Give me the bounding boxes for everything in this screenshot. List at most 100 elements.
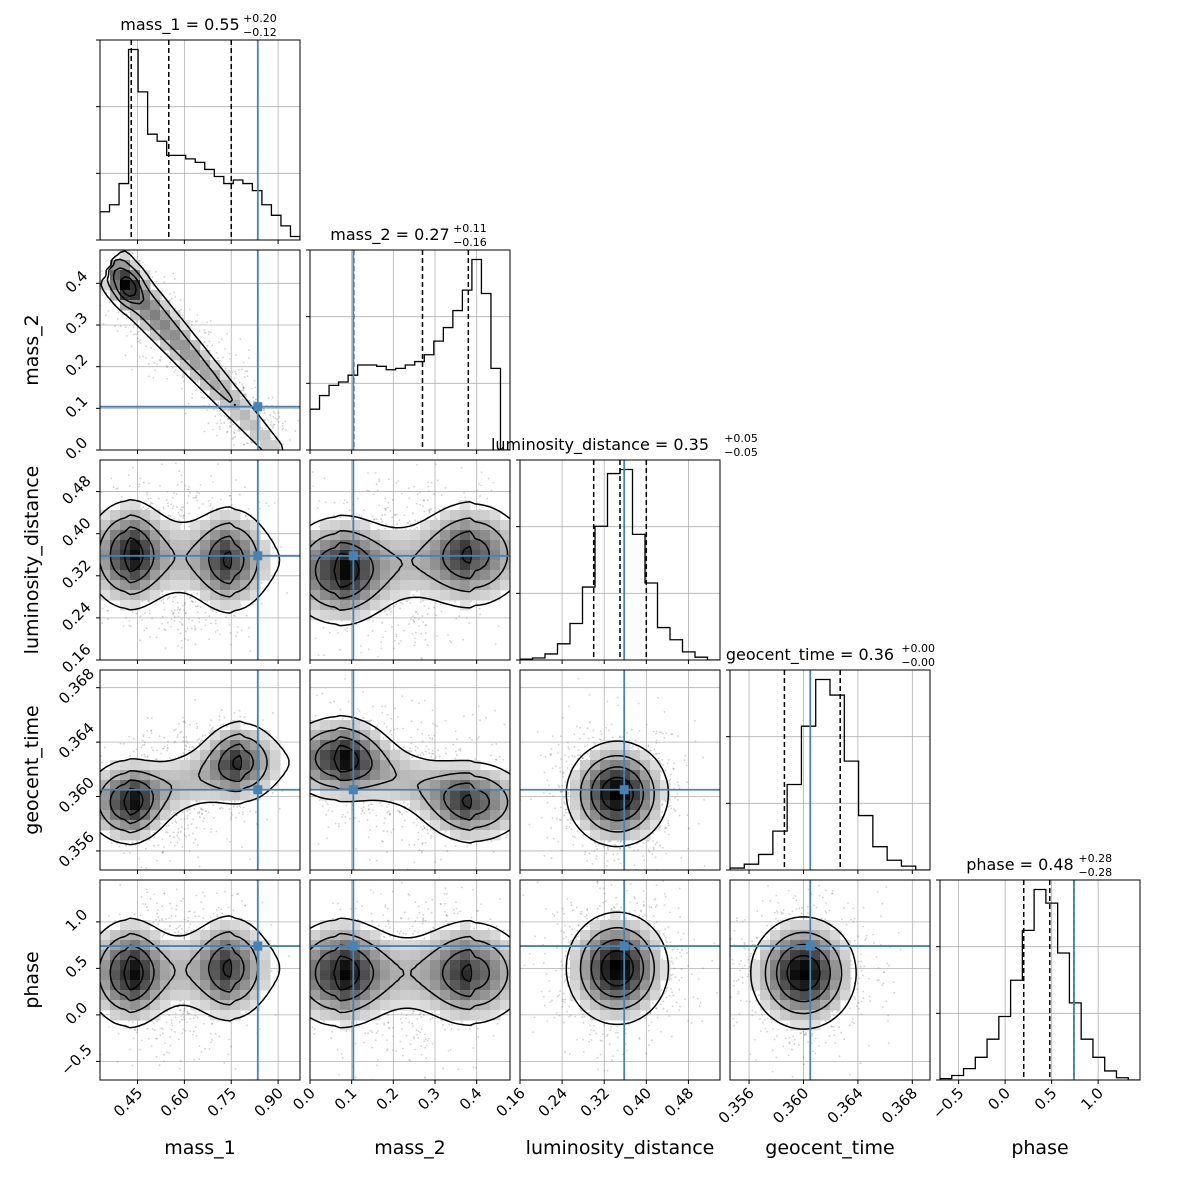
sample-point — [182, 375, 185, 377]
sample-point — [448, 640, 451, 642]
density-cell — [310, 530, 321, 541]
sample-point — [398, 810, 401, 813]
density-cell — [470, 590, 481, 601]
sample-point — [403, 894, 405, 896]
sample-point — [247, 508, 250, 510]
sample-point — [412, 594, 415, 596]
density-cell — [190, 370, 201, 381]
y-tick-label: 0.356 — [55, 828, 98, 871]
sample-point — [144, 612, 147, 615]
sample-point — [374, 471, 377, 474]
panel-frame — [309, 459, 511, 661]
density-cell — [210, 770, 221, 781]
sample-point — [188, 491, 191, 494]
sample-point — [172, 612, 175, 614]
sample-point — [143, 743, 146, 746]
density-cell — [350, 580, 361, 591]
sample-point — [394, 528, 397, 531]
sample-point — [232, 436, 235, 439]
sample-point — [123, 852, 125, 855]
sample-point — [110, 477, 113, 480]
sample-point — [477, 705, 480, 708]
sample-point — [235, 816, 237, 819]
sample-point — [182, 736, 185, 739]
density-cell — [210, 780, 221, 791]
sample-point — [198, 507, 200, 509]
sample-point — [201, 503, 204, 505]
sample-point — [233, 711, 236, 714]
sample-point — [219, 418, 222, 421]
sample-point — [203, 817, 206, 820]
sample-point — [145, 627, 148, 630]
density-cell — [460, 560, 471, 571]
panel-mass_1-vs-mass_1: mass_1 = 0.55 +0.20−0.12 — [96, 12, 301, 244]
sample-point — [128, 620, 131, 622]
sample-point — [415, 611, 418, 614]
density-cell — [450, 560, 461, 571]
sample-point — [194, 605, 197, 608]
density-cell — [180, 350, 191, 361]
sample-point — [137, 875, 139, 877]
sample-point — [200, 813, 203, 815]
sample-point — [146, 507, 149, 510]
density-cell — [220, 770, 231, 781]
title-mass_2: mass_2 = 0.27 — [330, 225, 449, 245]
sample-point — [208, 340, 211, 343]
sample-point — [468, 736, 471, 739]
sample-point — [272, 712, 274, 714]
sample-point — [261, 427, 264, 430]
sample-point — [90, 534, 92, 536]
sample-point — [409, 602, 412, 604]
sample-point — [196, 611, 199, 614]
sample-point — [417, 838, 420, 841]
sample-point — [162, 506, 165, 508]
density-cell — [150, 760, 161, 771]
sample-point — [345, 804, 348, 807]
sample-point — [172, 600, 174, 603]
density-cell — [120, 510, 131, 521]
sample-point — [356, 497, 359, 500]
density-cell — [250, 560, 261, 571]
density-cell — [230, 780, 241, 791]
density-cell — [220, 570, 231, 581]
panel-geocent_time-vs-mass_2 — [309, 669, 511, 896]
sample-point — [234, 635, 237, 637]
sample-point — [333, 700, 336, 703]
sample-point — [208, 615, 211, 618]
density-cell — [450, 590, 461, 601]
contour-level-2 — [109, 743, 254, 825]
density-cell — [330, 610, 341, 621]
sample-point — [260, 602, 263, 605]
sample-point — [454, 845, 457, 848]
sample-point — [163, 628, 166, 631]
density-cell — [220, 760, 231, 771]
sample-point — [244, 370, 247, 373]
density-cell — [100, 790, 111, 801]
density-cell — [110, 830, 121, 841]
sample-point — [107, 309, 110, 312]
sample-point — [172, 596, 175, 599]
sample-point — [225, 451, 227, 453]
density-cell — [190, 750, 201, 761]
sample-point — [371, 515, 374, 518]
sample-point — [397, 716, 400, 718]
sample-point — [207, 892, 209, 894]
sample-point — [380, 641, 383, 644]
sample-point — [423, 699, 426, 702]
sample-point — [103, 746, 106, 749]
sample-point — [171, 612, 174, 615]
sample-point — [148, 736, 151, 739]
density-cell — [240, 750, 251, 761]
sample-point — [112, 486, 115, 489]
density-cell — [460, 530, 471, 541]
sample-point — [360, 807, 363, 810]
density-cell — [470, 570, 481, 581]
sample-point — [343, 502, 345, 505]
sample-point — [198, 617, 201, 620]
sample-point — [236, 806, 239, 808]
density-cell — [170, 530, 181, 541]
sample-point — [209, 831, 212, 833]
sample-point — [188, 746, 191, 749]
sample-point — [338, 822, 340, 825]
sample-point — [412, 620, 415, 623]
